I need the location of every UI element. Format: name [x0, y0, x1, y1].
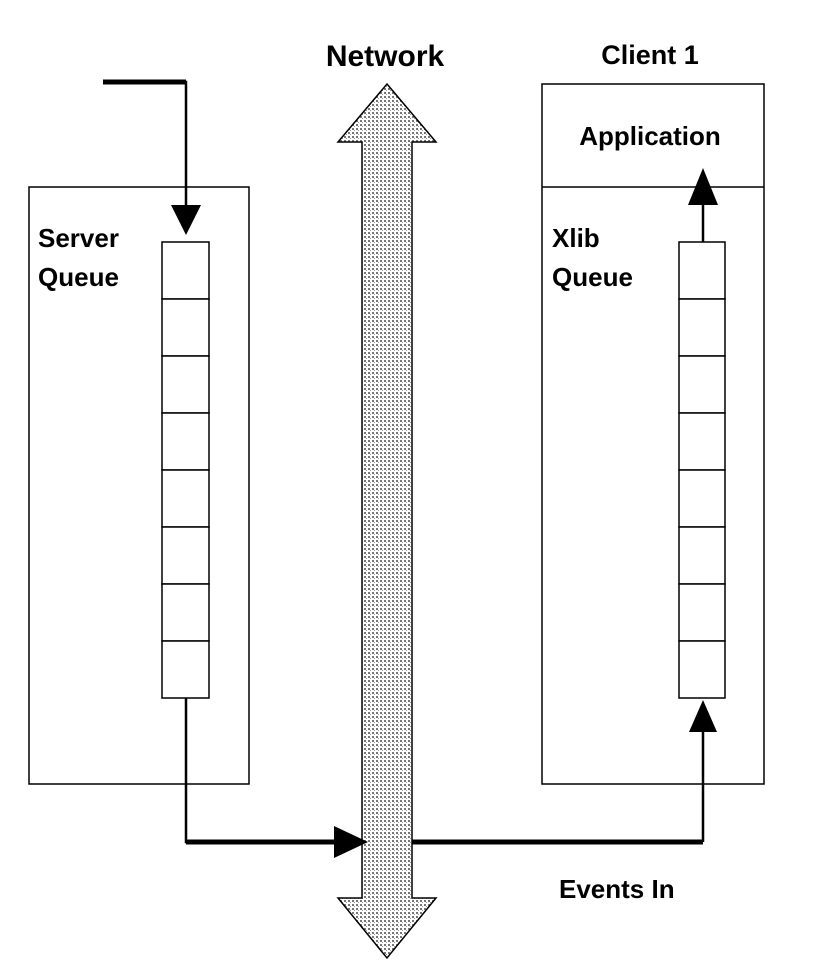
- application-label: Application: [579, 121, 721, 151]
- server-queue-cell: [161, 298, 210, 357]
- xlib-queue-cell: [678, 355, 726, 414]
- client-box: [541, 83, 765, 785]
- application-arrowhead: [688, 168, 718, 205]
- xlib-queue-cell: [678, 583, 726, 642]
- events-in-label: Events In: [559, 874, 675, 904]
- server-queue-label-line2: Queue: [38, 262, 119, 292]
- network-arrow: [336, 82, 438, 960]
- xlib-queue-cell: [678, 469, 726, 528]
- network-inbound-arrowhead: [334, 826, 368, 858]
- server-queue-cell: [161, 469, 210, 528]
- server-queue-cell: [161, 241, 210, 300]
- server-inbound-arrowhead: [171, 205, 201, 235]
- server-queue-cell: [161, 412, 210, 471]
- xlib-queue-label-line1: Xlib: [552, 223, 600, 253]
- server-queue: [161, 241, 210, 699]
- xlib-queue: [678, 241, 726, 699]
- xlib-queue-label-line2: Queue: [552, 262, 633, 292]
- xlib-queue-cell: [678, 298, 726, 357]
- server-box: [28, 186, 250, 785]
- server-queue-label-line1: Server: [38, 223, 119, 253]
- server-queue-cell: [161, 640, 210, 699]
- network-label: Network: [326, 40, 445, 73]
- xlib-queue-cell: [678, 640, 726, 699]
- xlib-queue-cell: [678, 412, 726, 471]
- xlib-inbound-arrowhead: [689, 700, 717, 732]
- client-label: Client 1: [601, 40, 699, 70]
- server-to-network-line: [184, 698, 340, 844]
- server-queue-cell: [161, 583, 210, 642]
- incoming-event-line: [103, 80, 188, 215]
- server-queue-cell: [161, 526, 210, 585]
- xlib-queue-cell: [678, 241, 726, 300]
- server-queue-cell: [161, 355, 210, 414]
- xlib-queue-cell: [678, 526, 726, 585]
